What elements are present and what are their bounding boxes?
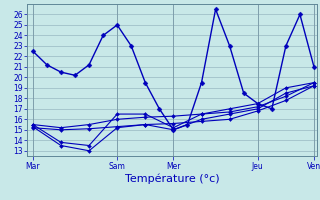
X-axis label: Température (°c): Température (°c)	[125, 173, 219, 184]
